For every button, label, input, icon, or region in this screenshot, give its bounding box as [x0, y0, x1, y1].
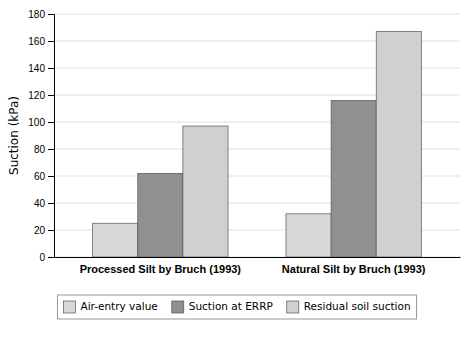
legend-item: Air-entry value: [63, 300, 157, 313]
bar: [93, 223, 138, 257]
y-tick-mark: [48, 68, 54, 69]
y-tick: 140: [28, 63, 54, 74]
y-tick-label: 180: [28, 9, 45, 20]
y-tick-label: 160: [28, 36, 45, 47]
y-tick: 180: [28, 9, 54, 20]
y-tick-mark: [48, 176, 54, 177]
legend-swatch: [287, 301, 299, 313]
bars: [93, 32, 422, 257]
x-tick-label: Natural Silt by Bruch (1993): [282, 263, 426, 275]
y-tick-mark: [48, 257, 54, 258]
legend-item: Residual soil suction: [287, 300, 411, 313]
y-tick-label: 80: [34, 144, 46, 155]
y-tick-mark: [48, 95, 54, 96]
y-tick-label: 140: [28, 63, 45, 74]
y-axis-line: [48, 15, 55, 258]
y-tick: 0: [39, 252, 54, 263]
bar: [331, 100, 376, 257]
legend-frame: [57, 295, 416, 319]
y-tick-mark: [48, 122, 54, 123]
bar: [183, 126, 228, 257]
bar-series: [183, 32, 421, 257]
y-tick: 100: [28, 117, 54, 128]
y-tick: 160: [28, 36, 54, 47]
legend-item: Suction at ERRP: [172, 300, 273, 313]
legend-swatch: [63, 301, 75, 313]
y-tick: 120: [28, 90, 54, 101]
y-tick-label: 60: [34, 171, 46, 182]
y-tick-mark: [48, 230, 54, 231]
y-tick-label: 40: [34, 198, 46, 209]
legend: Air-entry value Suction at ERRP Residual s…: [57, 295, 416, 319]
bar-series: [138, 100, 376, 257]
y-tick-label: 0: [39, 252, 45, 263]
y-tick-mark: [48, 14, 54, 15]
y-tick: 20: [34, 225, 54, 236]
y-tick-label: 100: [28, 117, 45, 128]
y-tick: 80: [34, 144, 54, 155]
y-axis-title: Suction (kPa): [7, 96, 21, 175]
y-tick-mark: [48, 203, 54, 204]
y-tick-label: 20: [34, 225, 46, 236]
x-axis-line: [55, 257, 461, 258]
bar: [376, 32, 421, 257]
x-axis: Processed Silt by Bruch (1993) Natural Si…: [55, 257, 461, 275]
bar: [286, 214, 331, 257]
x-tick-label: Processed Silt by Bruch (1993): [80, 263, 242, 275]
chart-container: 0 20 40 60 80 100 120 140 160 180 Processed Silt b…: [0, 0, 474, 339]
y-tick-mark: [48, 149, 54, 150]
plot-area: 0 20 40 60 80 100 120 140 160 180 Processed Silt b…: [28, 9, 460, 275]
y-axis: 0 20 40 60 80 100 120 140 160 180: [28, 9, 54, 263]
grid: [54, 14, 460, 257]
y-tick: 60: [34, 171, 54, 182]
y-tick: 40: [34, 198, 54, 209]
bar: [138, 173, 183, 257]
y-tick-label: 120: [28, 90, 45, 101]
legend-label: Air-entry value: [80, 300, 157, 312]
legend-label: Residual soil suction: [304, 300, 411, 312]
y-tick-mark: [48, 41, 54, 42]
x-tick: Natural Silt by Bruch (1993): [282, 257, 426, 275]
grid-line: [54, 14, 460, 15]
chart-svg: 0 20 40 60 80 100 120 140 160 180 Processed Silt b…: [0, 0, 474, 339]
x-tick: Processed Silt by Bruch (1993): [80, 257, 242, 275]
legend-label: Suction at ERRP: [189, 300, 273, 312]
legend-swatch: [172, 301, 184, 313]
